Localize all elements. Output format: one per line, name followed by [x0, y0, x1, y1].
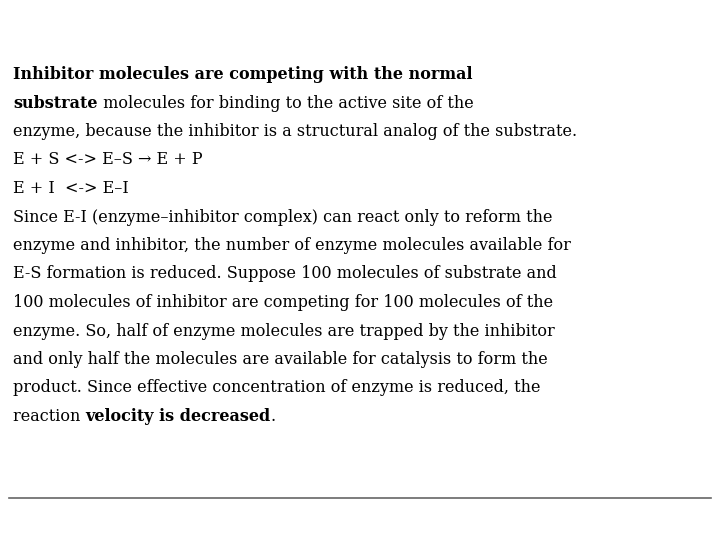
Text: product. Since effective concentration of enzyme is reduced, the: product. Since effective concentration o…: [13, 380, 541, 396]
Text: E + I  <-> E–I: E + I <-> E–I: [13, 180, 129, 197]
Text: Since E-I (enzyme–inhibitor complex) can react only to reform the: Since E-I (enzyme–inhibitor complex) can…: [13, 208, 552, 226]
Text: E + S <-> E–S → E + P: E + S <-> E–S → E + P: [13, 152, 202, 168]
Text: .: .: [271, 408, 276, 425]
Text: enzyme, because the inhibitor is a structural analog of the substrate.: enzyme, because the inhibitor is a struc…: [13, 123, 577, 140]
Text: and only half the molecules are available for catalysis to form the: and only half the molecules are availabl…: [13, 351, 548, 368]
Text: E-S formation is reduced. Suppose 100 molecules of substrate and: E-S formation is reduced. Suppose 100 mo…: [13, 266, 557, 282]
Text: enzyme. So, half of enzyme molecules are trapped by the inhibitor: enzyme. So, half of enzyme molecules are…: [13, 322, 554, 340]
Text: Inhibitor molecules are competing with the normal: Inhibitor molecules are competing with t…: [13, 66, 472, 83]
Text: Competitive Inhibition: Competitive Inhibition: [11, 14, 276, 34]
Text: 100 molecules of inhibitor are competing for 100 molecules of the: 100 molecules of inhibitor are competing…: [13, 294, 553, 311]
Text: enzyme and inhibitor, the number of enzyme molecules available for: enzyme and inhibitor, the number of enzy…: [13, 237, 571, 254]
Text: molecules for binding to the active site of the: molecules for binding to the active site…: [97, 94, 473, 111]
Text: substrate: substrate: [13, 94, 97, 111]
Text: reaction: reaction: [13, 408, 86, 425]
Text: velocity is decreased: velocity is decreased: [86, 408, 271, 425]
